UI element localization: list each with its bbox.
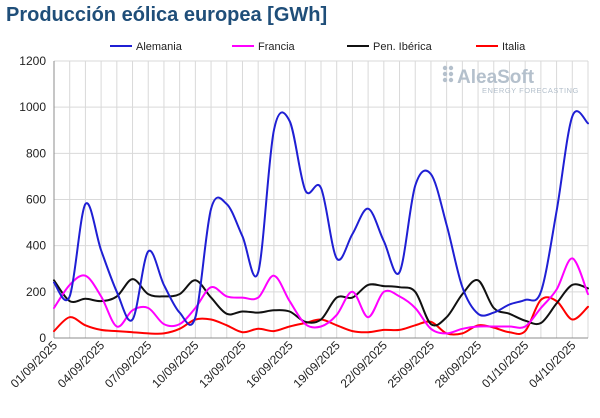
x-tick-label: 22/09/2025: [338, 338, 391, 391]
x-tick-label: 10/09/2025: [149, 338, 202, 391]
y-tick-label: 800: [26, 146, 46, 160]
grid-lines: [53, 60, 589, 339]
logo-name: AleaSoft: [457, 67, 535, 88]
series-line-alemania: [53, 110, 589, 326]
series-line-francia: [53, 257, 589, 335]
logo-tagline: ENERGY FORECASTING: [482, 86, 579, 95]
x-tick-label: 25/09/2025: [385, 338, 438, 391]
legend-label: Italia: [502, 41, 526, 53]
axes: [53, 61, 588, 339]
x-tick-label: 19/09/2025: [290, 338, 343, 391]
y-tick-label: 400: [26, 239, 46, 253]
legend-label: Francia: [258, 41, 296, 53]
x-tick-label: 04/10/2025: [526, 338, 579, 391]
series-lines: [53, 110, 589, 336]
x-tick-label: 28/09/2025: [432, 338, 485, 391]
y-tick-label: 0: [39, 331, 46, 345]
x-tick-label: 01/09/2025: [8, 338, 61, 391]
y-tick-label: 600: [26, 193, 46, 207]
y-tick-label: 1000: [19, 100, 46, 114]
x-tick-label: 13/09/2025: [196, 338, 249, 391]
x-axis-ticks: 01/09/202504/09/202507/09/202510/09/2025…: [8, 338, 579, 391]
legend: Alemania Francia Pen. Ibérica Italia: [110, 41, 526, 53]
aleasoft-dots-icon: [442, 65, 454, 83]
x-tick-label: 01/10/2025: [479, 338, 532, 391]
x-tick-label: 16/09/2025: [243, 338, 296, 391]
y-tick-label: 1200: [19, 54, 46, 68]
y-tick-label: 200: [26, 285, 46, 299]
legend-label: Alemania: [136, 41, 183, 53]
y-axis-ticks: 0 200 400 600 800 1000 1200: [19, 54, 46, 345]
x-tick-label: 04/09/2025: [55, 338, 108, 391]
chart-title: Producción eólica europea [GWh]: [6, 4, 328, 26]
x-tick-label: 07/09/2025: [102, 338, 155, 391]
legend-label: Pen. Ibérica: [373, 41, 433, 53]
aleasoft-logo: AleaSoft ENERGY FORECASTING: [442, 65, 579, 95]
